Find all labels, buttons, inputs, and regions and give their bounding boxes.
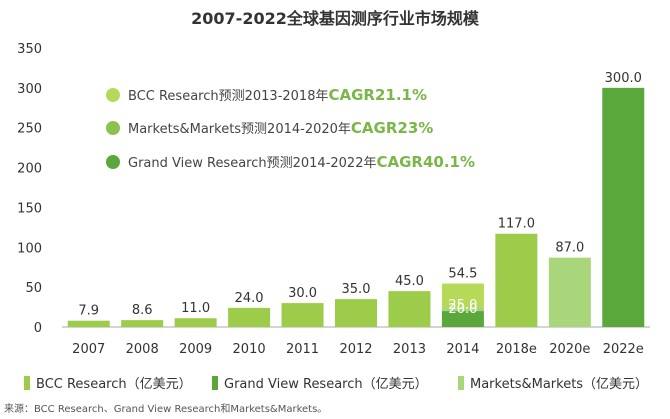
y-tick-label: 50 bbox=[25, 281, 42, 296]
bar-grand-view-research bbox=[441, 311, 484, 327]
x-tick-label: 2018e bbox=[496, 342, 537, 357]
y-tick-label: 200 bbox=[17, 162, 42, 177]
x-tick-label: 2011 bbox=[286, 342, 319, 357]
y-tick-label: 100 bbox=[17, 241, 42, 256]
legend-swatch bbox=[24, 376, 30, 390]
data-label-mm: 87.0 bbox=[555, 241, 584, 256]
data-label-bcc: 54.5 bbox=[448, 267, 477, 282]
bar-bcc-research bbox=[67, 320, 110, 327]
bar-bcc-research bbox=[335, 299, 377, 327]
annotation-dot bbox=[106, 155, 120, 169]
y-tick-label: 300 bbox=[17, 82, 42, 97]
bar-bcc-research bbox=[495, 233, 538, 327]
data-label-gvr: 300.0 bbox=[605, 71, 642, 86]
x-tick-label: 2009 bbox=[179, 342, 212, 357]
annotation-text: Markets&Markets预测2014-2020年CAGR23% bbox=[128, 119, 433, 137]
x-axis-labels: 2007 2008 2009 2010 2011 2012 2013 2014 2018e 202… bbox=[72, 342, 644, 357]
annotation-prefix: BCC Research预测2013-2018年 bbox=[128, 89, 328, 104]
annotation-prefix: Grand View Research预测2014-2022年 bbox=[128, 156, 376, 171]
y-tick-label: 250 bbox=[17, 122, 42, 137]
legend-label: Grand View Research（亿美元） bbox=[224, 377, 428, 392]
annotation-cagr: CAGR23% bbox=[351, 119, 433, 137]
x-tick-label: 2022e bbox=[603, 342, 644, 357]
source-note: 来源：BCC Research、Grand View Research和Mark… bbox=[4, 402, 327, 415]
chart-title: 2007-2022全球基因测序行业市场规模 bbox=[191, 9, 480, 28]
bar-bcc-research bbox=[281, 303, 324, 327]
y-tick-label: 150 bbox=[17, 201, 42, 216]
data-label-bcc: 30.0 bbox=[288, 286, 317, 301]
legend-swatch bbox=[212, 376, 218, 390]
data-label-bcc: 7.9 bbox=[78, 304, 99, 319]
bar-bcc-research bbox=[441, 283, 484, 308]
x-tick-label: 2012 bbox=[339, 342, 372, 357]
bars-group: 7.9 8.6 11.0 24.0 30.0 35.0 45.0 20.025.0 54.5 11… bbox=[67, 71, 645, 327]
x-tick-label: 2007 bbox=[72, 342, 105, 357]
annotation-text: BCC Research预测2013-2018年CAGR21.1% bbox=[128, 86, 427, 104]
x-tick-label: 2008 bbox=[126, 342, 159, 357]
y-tick-label: 350 bbox=[17, 42, 42, 57]
x-tick-label: 2010 bbox=[233, 342, 266, 357]
data-label-gvr: 20.0 bbox=[448, 302, 477, 317]
bar-markets-and-markets bbox=[548, 257, 591, 327]
legend-label: BCC Research（亿美元） bbox=[36, 377, 192, 392]
legend-label: Markets&Markets（亿美元） bbox=[470, 377, 648, 392]
data-label-bcc: 24.0 bbox=[235, 291, 264, 306]
bar-markets-and-markets bbox=[441, 307, 484, 312]
bar-bcc-research bbox=[121, 320, 164, 327]
annotation-dot bbox=[106, 121, 120, 135]
x-tick-label: 2014 bbox=[446, 342, 479, 357]
annotation-cagr: CAGR40.1% bbox=[376, 153, 475, 171]
data-label-bcc: 35.0 bbox=[342, 282, 371, 297]
legend-swatch bbox=[458, 376, 464, 390]
x-tick-label: 2013 bbox=[393, 342, 426, 357]
data-label-bcc: 45.0 bbox=[395, 274, 424, 289]
data-label-bcc: 117.0 bbox=[498, 217, 535, 232]
bar-bcc-research bbox=[174, 318, 217, 327]
data-label-mm: 25.0 bbox=[448, 298, 477, 313]
annotation-text: Grand View Research预测2014-2022年CAGR40.1% bbox=[128, 153, 475, 171]
bar-grand-view-research bbox=[602, 87, 645, 327]
y-tick-label: 0 bbox=[34, 321, 42, 336]
bar-bcc-research bbox=[228, 307, 271, 327]
legend: BCC Research（亿美元） Grand View Research（亿美元… bbox=[24, 376, 648, 392]
data-label-bcc: 8.6 bbox=[132, 303, 153, 318]
bar-bcc-research bbox=[388, 291, 431, 327]
annotation-cagr: CAGR21.1% bbox=[328, 86, 427, 104]
annotation-dot bbox=[106, 88, 120, 102]
data-label-bcc: 11.0 bbox=[181, 301, 210, 316]
cagr-annotations: BCC Research预测2013-2018年CAGR21.1% Markets… bbox=[106, 86, 475, 171]
x-tick-label: 2020e bbox=[549, 342, 590, 357]
annotation-prefix: Markets&Markets预测2014-2020年 bbox=[128, 122, 351, 137]
